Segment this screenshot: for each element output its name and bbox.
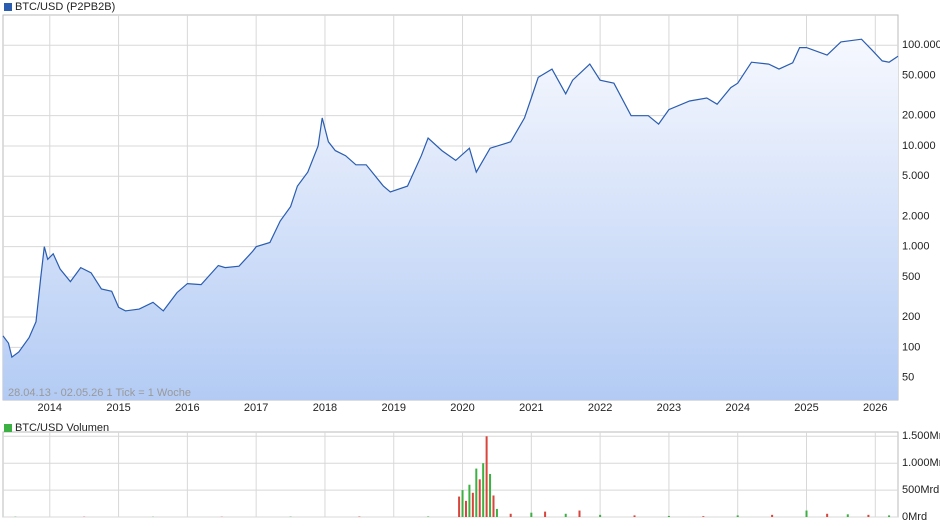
volume-bar: [667, 515, 670, 517]
y-tick-label: 100.000: [902, 39, 940, 51]
volume-bar: [888, 515, 891, 517]
y-tick-label: 200: [902, 311, 920, 323]
volume-bar: [771, 514, 774, 517]
y-tick-label: 1.000Mrd: [902, 457, 940, 469]
volume-bar: [485, 436, 488, 517]
volume-bar: [867, 514, 870, 517]
x-tick-label: 2018: [313, 402, 337, 414]
volume-bar: [702, 516, 705, 517]
price-line: [2, 38, 899, 359]
volume-bar: [427, 516, 430, 517]
x-tick-label: 2022: [588, 402, 612, 414]
volume-bar: [564, 513, 567, 517]
legend-swatch: [4, 424, 12, 432]
x-tick-label: 2014: [38, 402, 62, 414]
volume-bar: [482, 463, 485, 517]
x-tick-label: 2020: [450, 402, 474, 414]
volume-bar: [464, 500, 467, 517]
volume-bar: [846, 514, 849, 517]
legend-label: BTC/USD (P2PB2B): [15, 1, 115, 13]
x-tick-label: 2017: [244, 402, 268, 414]
legend-swatch: [4, 3, 12, 11]
y-tick-label: 50: [902, 372, 914, 384]
y-tick-label: 100: [902, 341, 920, 353]
y-tick-label: 50.000: [902, 70, 936, 82]
y-tick-label: 10.000: [902, 140, 936, 152]
x-tick-label: 2024: [725, 402, 749, 414]
volume-bar: [468, 484, 471, 517]
x-tick-label: 2016: [175, 402, 199, 414]
x-tick-label: 2025: [794, 402, 818, 414]
y-tick-label: 500Mrd: [902, 484, 939, 496]
volume-bar: [826, 513, 829, 517]
x-tick-label: 2023: [657, 402, 681, 414]
volume-bar: [492, 495, 495, 517]
y-tick-label: 20.000: [902, 110, 936, 122]
volume-bar: [805, 510, 808, 517]
footnote: 28.04.13 - 02.05.26 1 Tick = 1 Woche: [8, 387, 191, 399]
volume-bar: [530, 512, 533, 517]
area-fill: [3, 39, 898, 400]
volume-bar: [461, 490, 464, 517]
y-tick-label: 500: [902, 271, 920, 283]
volume-bar: [599, 514, 602, 517]
x-tick-label: 2015: [106, 402, 130, 414]
volume-bar: [478, 479, 481, 517]
volume-bar: [578, 510, 581, 517]
volume-bar: [475, 468, 478, 517]
volume-bar: [544, 511, 547, 517]
y-tick-label: 1.500Mrd: [902, 430, 940, 442]
y-tick-label: 0Mrd: [902, 511, 927, 523]
volume-panel: [2, 431, 899, 518]
y-tick-label: 2.000: [902, 210, 930, 222]
volume-bar: [633, 515, 636, 517]
x-tick-label: 2026: [863, 402, 887, 414]
volume-bar: [458, 496, 461, 517]
volume-bar: [509, 513, 512, 517]
y-tick-label: 5.000: [902, 170, 930, 182]
volume-bar: [489, 473, 492, 517]
volume-bar: [471, 492, 474, 517]
volume-bar: [736, 515, 739, 517]
x-tick-label: 2021: [519, 402, 543, 414]
y-tick-label: 1.000: [902, 241, 930, 253]
x-tick-label: 2019: [382, 402, 406, 414]
legend-label: BTC/USD Volumen: [15, 422, 109, 434]
volume-bar: [495, 508, 498, 517]
